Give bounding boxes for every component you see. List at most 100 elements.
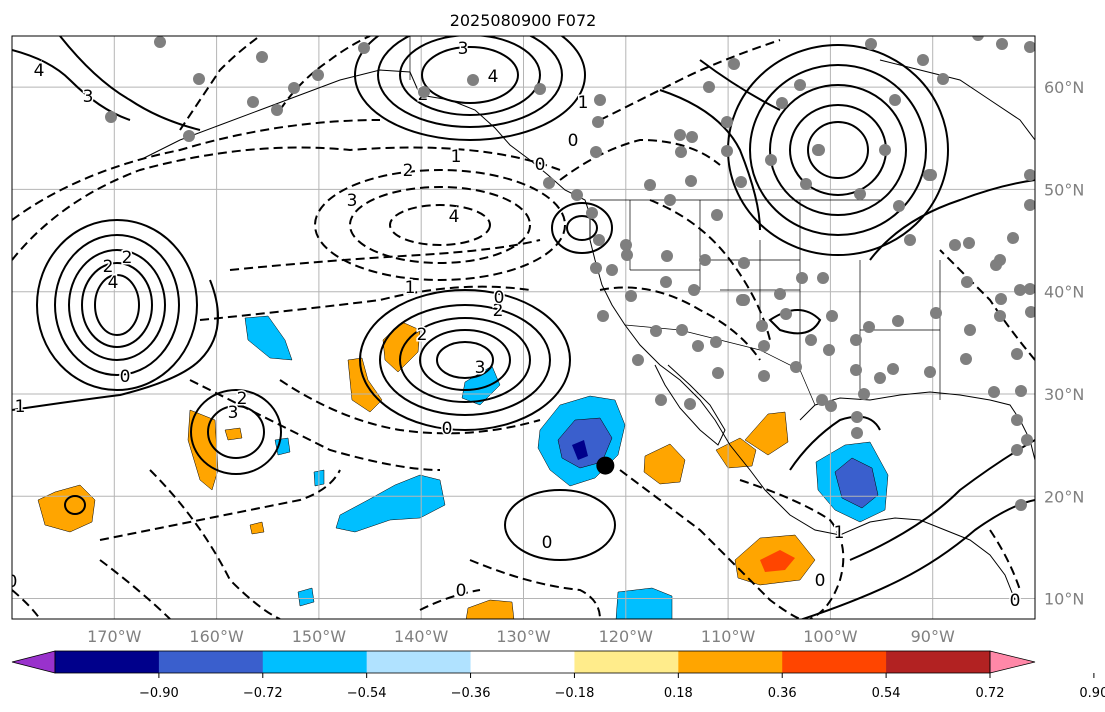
- colorbar-segment: [470, 651, 575, 673]
- contour-label: 1: [15, 397, 26, 417]
- station-dot: [534, 83, 546, 95]
- station-dot: [592, 116, 604, 128]
- station-dot: [650, 325, 662, 337]
- shade-orange: [643, 443, 686, 485]
- contour-label: 1: [405, 278, 416, 298]
- colorbar-tick-label: 0.18: [664, 686, 693, 701]
- shade-blue: [461, 365, 501, 406]
- latitude-label: 50°N: [1044, 180, 1084, 199]
- longitude-label: 150°W: [292, 627, 347, 646]
- contour-label: 3: [347, 191, 358, 211]
- station-dot: [655, 394, 667, 406]
- station-dot: [586, 207, 598, 219]
- shade-blue: [297, 587, 315, 607]
- station-dot: [790, 361, 802, 373]
- colorbar-tick-label: 0.54: [872, 686, 901, 701]
- colorbar-segment: [886, 651, 991, 673]
- shade-darkblue: [557, 417, 613, 469]
- contour-label: 0: [456, 581, 467, 601]
- station-dot: [887, 363, 899, 375]
- station-dot: [972, 36, 984, 41]
- station-dot: [937, 73, 949, 85]
- shade-orange: [465, 599, 515, 619]
- colorbar-tick-label: 0.90: [1079, 686, 1105, 701]
- station-dot: [625, 290, 637, 302]
- station-dot: [874, 372, 886, 384]
- coastline-baja: [654, 364, 726, 446]
- station-dot: [686, 131, 698, 143]
- station-dot: [193, 73, 205, 85]
- longitude-label: 90°W: [911, 627, 955, 646]
- colorbar-segment: [678, 651, 783, 673]
- station-dot: [735, 176, 747, 188]
- station-dot: [816, 394, 828, 406]
- station-dot: [879, 144, 891, 156]
- station-dot: [467, 74, 479, 86]
- station-dot: [288, 82, 300, 94]
- station-dot: [925, 169, 937, 181]
- latitude-label: 20°N: [1044, 487, 1084, 506]
- shade-blue: [335, 474, 446, 533]
- contour-label: 2: [122, 248, 133, 268]
- station-dot: [865, 38, 877, 50]
- contour-label: 4: [34, 61, 45, 81]
- shade-darkblue: [834, 457, 879, 509]
- contour-label: 0: [494, 288, 505, 308]
- longitude-label: 110°W: [701, 627, 756, 646]
- station-dot: [758, 370, 770, 382]
- station-dot: [889, 94, 901, 106]
- station-dot: [1011, 444, 1023, 456]
- border-us-mexico: [624, 324, 816, 406]
- station-dot: [721, 145, 733, 157]
- shade-blue: [244, 315, 293, 361]
- station-dot: [699, 254, 711, 266]
- longitude-label: 160°W: [189, 627, 244, 646]
- station-dot: [893, 200, 905, 212]
- contours-negative: [12, 36, 1035, 619]
- station-dot: [728, 58, 740, 70]
- longitude-label: 120°W: [599, 627, 654, 646]
- station-dot: [621, 249, 633, 261]
- station-dot: [850, 334, 862, 346]
- station-dot: [854, 188, 866, 200]
- colorbar-tick-label: 0.72: [976, 686, 1005, 701]
- latitude-label: 40°N: [1044, 283, 1084, 302]
- station-dot: [256, 51, 268, 63]
- station-dot: [710, 336, 722, 348]
- border-states: [629, 200, 941, 400]
- shade-navy: [572, 440, 588, 460]
- station-dot: [1015, 385, 1027, 397]
- colorbar-tick-label: −0.72: [243, 686, 283, 701]
- station-dot: [794, 79, 806, 91]
- station-dot: [688, 284, 700, 296]
- contour-labels: 3421002341234202312000102430100: [12, 38, 1022, 613]
- station-dot: [851, 427, 863, 439]
- shade-blue: [615, 587, 673, 619]
- latitude-labels: 60°N 50°N 40°N 30°N 20°N 10°N: [1044, 78, 1084, 608]
- station-dot: [593, 234, 605, 246]
- station-dot: [892, 315, 904, 327]
- contour-label: 0: [120, 367, 131, 387]
- contour-label: 1: [451, 147, 462, 167]
- station-dot: [823, 344, 835, 356]
- contour-label: 0: [542, 533, 553, 553]
- station-dot: [736, 294, 748, 306]
- contours-positive: [12, 36, 1035, 619]
- station-dot: [924, 366, 936, 378]
- station-dot: [858, 388, 870, 400]
- coastline-central-america: [919, 519, 1016, 601]
- station-dot: [1024, 283, 1035, 295]
- station-dot: [632, 354, 644, 366]
- latitude-label: 10°N: [1044, 590, 1084, 609]
- station-dot: [312, 69, 324, 81]
- station-dot: [660, 276, 672, 288]
- station-dot: [1007, 232, 1019, 244]
- station-dot: [684, 398, 696, 410]
- colorbar-tick-label: −0.36: [451, 686, 491, 701]
- station-dot: [930, 307, 942, 319]
- contour-label: 0: [535, 155, 546, 175]
- contour-label: 0: [1010, 591, 1021, 611]
- political-borders: [409, 36, 941, 406]
- colorbar-segment: [782, 651, 887, 673]
